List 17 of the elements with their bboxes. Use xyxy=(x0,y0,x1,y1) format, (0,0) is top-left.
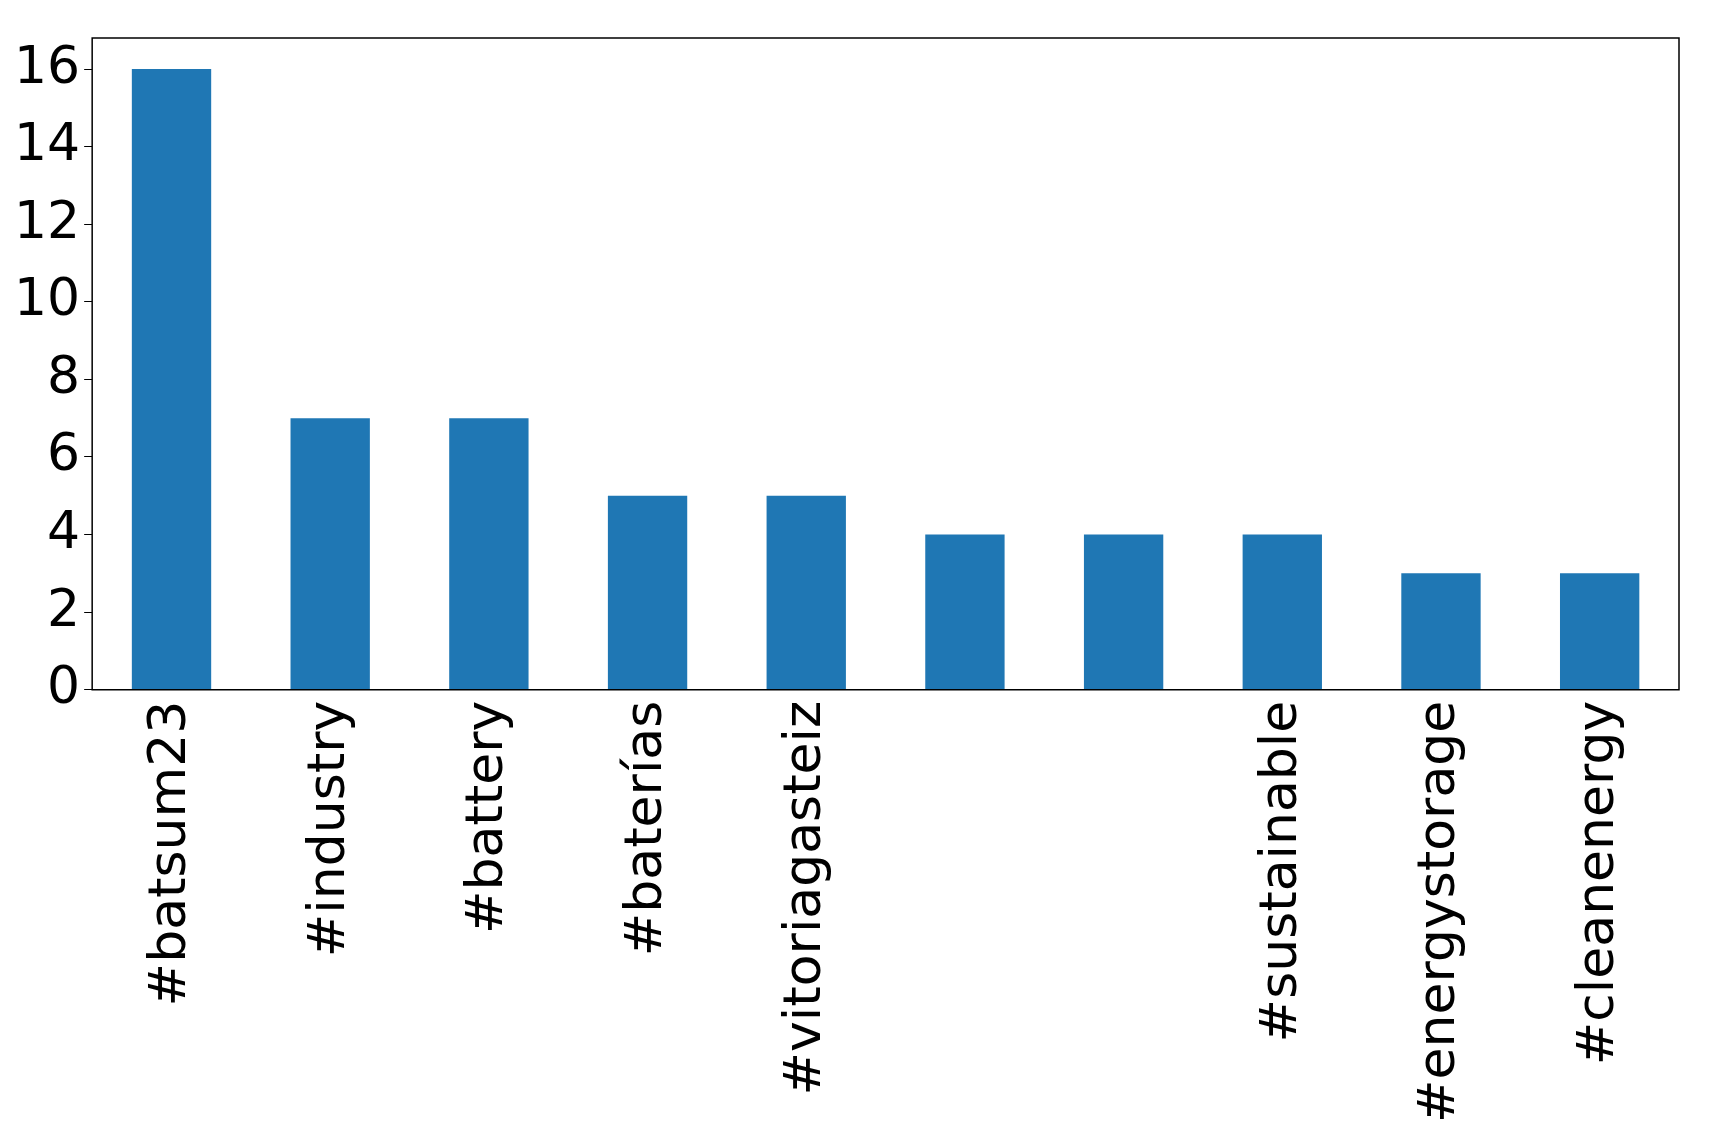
x-tick-label: #sustainable xyxy=(1247,700,1308,1043)
y-tick-label: 6 xyxy=(47,422,81,483)
x-tick-label: #energystorage xyxy=(1406,700,1467,1123)
y-tick-label: 16 xyxy=(14,34,81,95)
y-tick-label: 12 xyxy=(14,189,81,250)
x-tick-label: #cleanenergy xyxy=(1565,700,1626,1066)
x-tick-label: #industry xyxy=(295,700,356,958)
y-tick-label: 14 xyxy=(14,112,81,173)
y-tick-label: 2 xyxy=(47,577,81,638)
y-tick-label: 8 xyxy=(47,344,81,405)
y-tick-label: 10 xyxy=(14,267,81,328)
x-tick-label: #battery xyxy=(454,700,515,935)
x-tick-label: #baterías xyxy=(613,700,674,957)
y-tick-label: 0 xyxy=(47,655,81,716)
x-tick-label: #batsum23 xyxy=(137,700,198,1007)
y-tick-label: 4 xyxy=(47,500,81,561)
x-tick-label: #vitoriagasteiz xyxy=(771,700,832,1096)
